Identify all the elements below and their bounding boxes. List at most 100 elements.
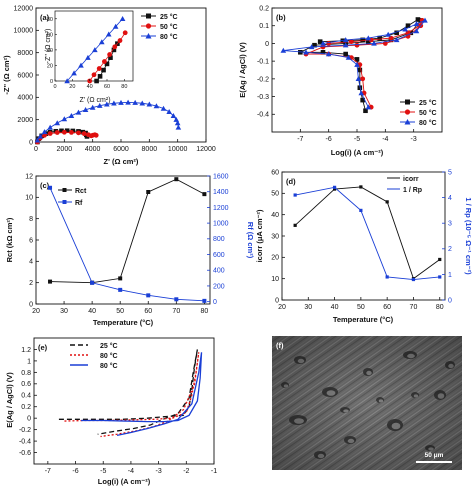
panel-f-micrograph: (f) 50 μm [272,336,462,470]
panel-b-xtick-label-3: -4 [382,136,388,143]
panel-c-y2tick-label-3: 600 [213,252,225,259]
panel-c-ytick-label-0: 0 [29,301,33,308]
legend-a-text-0: 25 °C [160,13,178,21]
panel-b-series-line-2 [283,19,426,108]
panel-b-ylabel: E(Ag / AgCl) (V) [238,42,247,98]
panel-d-y2tick-label-1: 1 [448,272,452,279]
panel-d-xtick-label-0: 20 [278,304,286,311]
legend-b-marker-0 [405,99,410,105]
panel-d-point-1-1 [332,185,337,189]
panel-d-ytick-label-2: 20 [271,255,279,262]
panel-d-y2tick-label-4: 4 [448,195,452,202]
panel-a-inset-point-0-2 [101,67,106,73]
panel-a-point-2-6 [68,112,75,118]
panel-d-ytick-label-6: 60 [271,169,279,176]
panel-a-inset: 0 20 40 60 80 0 20 40 60 80 [47,15,128,90]
panel-b-xtick-label-1: -6 [326,136,332,143]
panel-b-point-1-11 [320,44,326,50]
legend-b-text-0: 25 °C [419,99,437,107]
panel-a-point-2-20 [166,109,172,115]
panel-a-inset-point-2-6 [105,31,112,37]
panel-d-ticks: 20 30 40 50 60 70 80 0 10 20 30 40 50 60 0 1 2 3 4 5 [271,169,452,311]
panel-d-ytick-label-0: 0 [275,297,279,304]
panel-a-ytick-label-0: 0 [29,139,33,146]
panel-e-xtick-label-0: -7 [45,468,51,475]
panel-a-inset-ytick-label-3: 60 [47,32,53,38]
panel-a-inset-point-1-7 [122,30,128,36]
panel-a-inset-ylabel: -Z'' (Ω cm²) [45,29,52,64]
panel-a-inset-point-0-3 [104,61,110,67]
panel-b-point-2-19 [365,104,372,110]
panel-d-point-0-2 [359,185,363,189]
panel-c-legend: Rct Rf [58,188,87,207]
panel-b-point-0-20 [363,108,368,114]
panel-a-ytick-label-2: 4000 [17,95,33,102]
panel-a-point-1-5 [61,129,67,135]
panel-d-xtick-label-5: 70 [410,304,418,311]
panel-a-point-2-23 [174,120,181,126]
panel-a-inset-point-1-3 [102,59,107,64]
panel-a-xtick-label-0: 0 [34,146,38,153]
panel-e-ytick-label-9: 1.2 [21,347,31,354]
panel-b-point-0-10 [366,39,371,44]
legend-c-text-0: Rct [75,188,87,195]
panel-b-point-0-17 [357,67,363,73]
legend-b-text-1: 50 °C [419,109,437,117]
panel-c-ytick-label-5: 10 [25,195,33,202]
panel-a-xtick-label-3: 6000 [113,146,129,153]
panel-a-point-1-6 [69,129,74,135]
panel-b-xtick-label-2: -5 [354,136,360,143]
panel-c-xtick-label-0: 20 [32,308,40,315]
panel-e-ylabel: E(Ag / AgCl) (V) [5,372,14,428]
panel-b-point-2-6 [422,17,428,23]
panel-e-series-line-2 [81,352,203,437]
panel-a-point-2-21 [170,112,177,118]
legend-a-text-2: 80 °C [160,33,178,41]
panel-a-xtick-label-6: 12000 [196,146,216,153]
panel-b-ytick-label-3: -0.1 [257,59,269,66]
panel-b-point-2-8 [393,37,400,43]
legend-d-text-0: icorr [403,176,419,183]
legend-e-text-0: 25 °C [100,342,118,350]
legend-c-marker-1 [62,200,67,204]
panel-c-y2tick-label-4: 800 [213,236,225,243]
panel-a-ytick-label-3: 6000 [17,72,33,79]
panel-a-inset-point-2-8 [119,15,126,21]
panel-c-point-0-5 [202,192,207,197]
panel-a-chart: (a) Z' (Ω cm²) -Z'' (Ω cm²) 0 2000 4000 600… [2,5,216,166]
panel-a-point-2-12 [111,100,117,106]
panel-d-point-0-3 [385,200,389,204]
panel-c-frame [35,175,211,305]
panel-a-point-2-9 [89,104,96,110]
panel-d-xtick-label-6: 80 [436,304,444,311]
panel-a-point-2-16 [139,100,146,106]
panel-e-xtick-label-5: -2 [183,468,189,475]
panel-b-point-0-8 [408,30,414,36]
panel-d-xtick-label-4: 60 [383,304,391,311]
panel-c-y2tick-label-7: 1400 [213,189,229,196]
panel-a-ylabel: -Z'' (Ω cm²) [2,55,11,95]
panel-d-label: (d) [286,177,296,186]
panel-b-point-2-16 [354,61,360,67]
panel-a-inset-point-0-1 [97,74,103,79]
panel-a-inset-xlabel: Z' (Ω cm²) [79,97,110,104]
panel-d-ytick-label-3: 30 [271,233,279,240]
panel-a-point-2-8 [82,107,89,113]
panel-c-ytick-label-4: 8 [29,216,33,223]
panel-a-point-2-3 [47,124,53,130]
panel-a-ytick-label-4: 8000 [17,50,33,57]
panel-c-y2tick-label-8: 1600 [213,173,229,180]
panel-a-point-1-8 [81,131,87,137]
panel-b-ytick-label-5: 0.1 [259,23,269,30]
panel-a-point-2-18 [153,103,160,109]
panel-b-point-2-5 [413,21,420,27]
panel-a-point-2-1 [37,133,44,139]
panel-a-xtick-label-4: 8000 [142,146,158,153]
panel-c-ytick-label-3: 6 [29,237,33,244]
panel-d-point-1-3 [385,275,389,279]
panel-e-xtick-label-3: -4 [128,468,134,475]
panel-d-point-1-2 [359,208,363,212]
panel-c-point-1-4 [174,297,179,302]
panel-a-point-2-2 [41,129,48,135]
